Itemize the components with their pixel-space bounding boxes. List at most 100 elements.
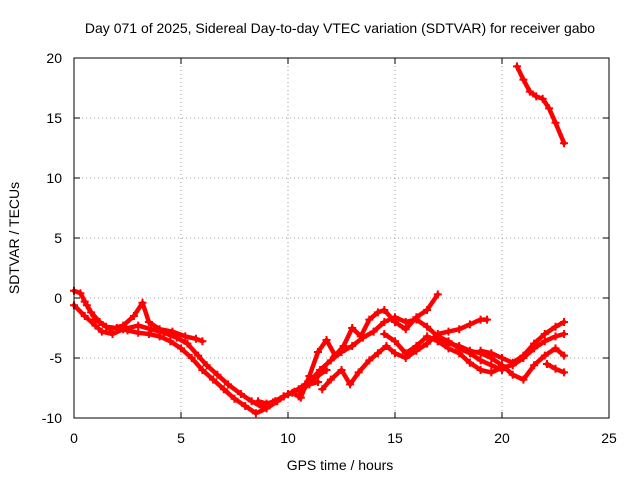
series-line-11 bbox=[514, 64, 567, 146]
data-point bbox=[401, 318, 410, 326]
data-point bbox=[508, 358, 517, 367]
data-point bbox=[326, 375, 335, 384]
data-point bbox=[318, 385, 327, 394]
data-point bbox=[337, 348, 346, 356]
data-point bbox=[519, 351, 528, 360]
data-point bbox=[512, 62, 521, 71]
data-point bbox=[348, 324, 357, 332]
data-point bbox=[80, 297, 89, 306]
data-point bbox=[412, 315, 421, 324]
data-point bbox=[401, 349, 410, 358]
data-point bbox=[97, 327, 106, 336]
data-point bbox=[183, 339, 192, 348]
data-point bbox=[508, 370, 517, 379]
data-point bbox=[95, 318, 104, 326]
data-point bbox=[382, 342, 391, 350]
data-point bbox=[560, 318, 569, 326]
y-tick-label: -5 bbox=[50, 350, 63, 366]
data-point bbox=[538, 94, 547, 103]
data-point bbox=[465, 358, 474, 367]
data-point bbox=[423, 339, 432, 348]
data-point bbox=[369, 327, 378, 336]
data-point bbox=[540, 351, 549, 360]
data-point bbox=[138, 298, 147, 307]
data-point bbox=[560, 139, 569, 148]
data-point bbox=[380, 330, 389, 338]
axis-ticks: 0 5 10 15 20 25 -10 -5 0 5 10 15 20 bbox=[42, 50, 617, 446]
y-axis-label: SDTVAR / TECUs bbox=[6, 182, 22, 294]
data-point bbox=[91, 321, 100, 330]
data-point bbox=[187, 354, 196, 362]
data-point bbox=[177, 344, 185, 353]
data-point bbox=[305, 378, 314, 386]
data-point bbox=[519, 375, 528, 384]
data-point bbox=[213, 370, 222, 379]
data-point bbox=[262, 399, 271, 408]
data-point bbox=[560, 330, 569, 338]
y-tick-label: -10 bbox=[42, 410, 62, 426]
data-point bbox=[251, 409, 260, 418]
data-point bbox=[551, 322, 560, 331]
y-tick-label: 15 bbox=[46, 110, 62, 126]
data-point bbox=[254, 397, 263, 406]
data-point bbox=[326, 356, 335, 365]
data-point bbox=[525, 87, 534, 96]
x-tick-label: 20 bbox=[494, 430, 510, 446]
data-point bbox=[540, 337, 549, 346]
data-point bbox=[313, 348, 322, 356]
data-point bbox=[391, 349, 399, 358]
data-point bbox=[483, 315, 492, 324]
data-point bbox=[412, 342, 421, 350]
data-point bbox=[209, 375, 218, 384]
data-point bbox=[545, 104, 554, 113]
data-point bbox=[391, 313, 399, 322]
data-point bbox=[168, 327, 177, 336]
data-point bbox=[560, 368, 569, 377]
data-point bbox=[76, 289, 85, 298]
data-point bbox=[423, 332, 432, 341]
x-axis-label: GPS time / hours bbox=[287, 457, 394, 473]
data-point bbox=[144, 330, 153, 338]
data-point bbox=[337, 366, 346, 374]
data-point bbox=[551, 344, 560, 353]
data-point bbox=[498, 354, 506, 362]
x-tick-label: 15 bbox=[387, 430, 403, 446]
data-point bbox=[476, 366, 485, 374]
data-point bbox=[401, 325, 410, 334]
chart-title: Day 071 of 2025, Sidereal Day-to-day VTE… bbox=[85, 20, 595, 36]
data-point bbox=[560, 351, 569, 360]
data-point bbox=[134, 328, 143, 337]
y-tick-label: 0 bbox=[54, 290, 62, 306]
data-point bbox=[391, 337, 399, 346]
data-point bbox=[476, 356, 485, 365]
data-point bbox=[87, 308, 96, 317]
data-point bbox=[465, 346, 474, 355]
data-point bbox=[487, 349, 496, 358]
data-point bbox=[198, 337, 207, 346]
data-point bbox=[119, 321, 128, 330]
data-point bbox=[540, 330, 549, 338]
data-point bbox=[147, 325, 156, 334]
x-tick-label: 10 bbox=[280, 430, 296, 446]
data-point bbox=[532, 92, 541, 101]
data-point bbox=[294, 392, 303, 401]
data-point bbox=[373, 349, 382, 358]
data-point bbox=[354, 368, 363, 377]
data-point bbox=[346, 380, 355, 389]
data-point bbox=[551, 118, 560, 127]
x-tick-label: 5 bbox=[177, 430, 185, 446]
data-point bbox=[279, 392, 288, 401]
data-point bbox=[219, 385, 228, 394]
data-point bbox=[530, 361, 539, 370]
y-tick-label: 20 bbox=[46, 50, 62, 66]
data-point bbox=[423, 306, 432, 314]
data-point bbox=[106, 325, 115, 334]
data-point bbox=[433, 290, 442, 299]
data-point bbox=[365, 356, 374, 365]
data-point bbox=[198, 366, 207, 374]
data-point bbox=[358, 333, 367, 342]
data-point bbox=[380, 306, 389, 314]
data-point bbox=[288, 388, 297, 397]
data-point bbox=[380, 318, 389, 326]
data-point bbox=[108, 330, 117, 338]
